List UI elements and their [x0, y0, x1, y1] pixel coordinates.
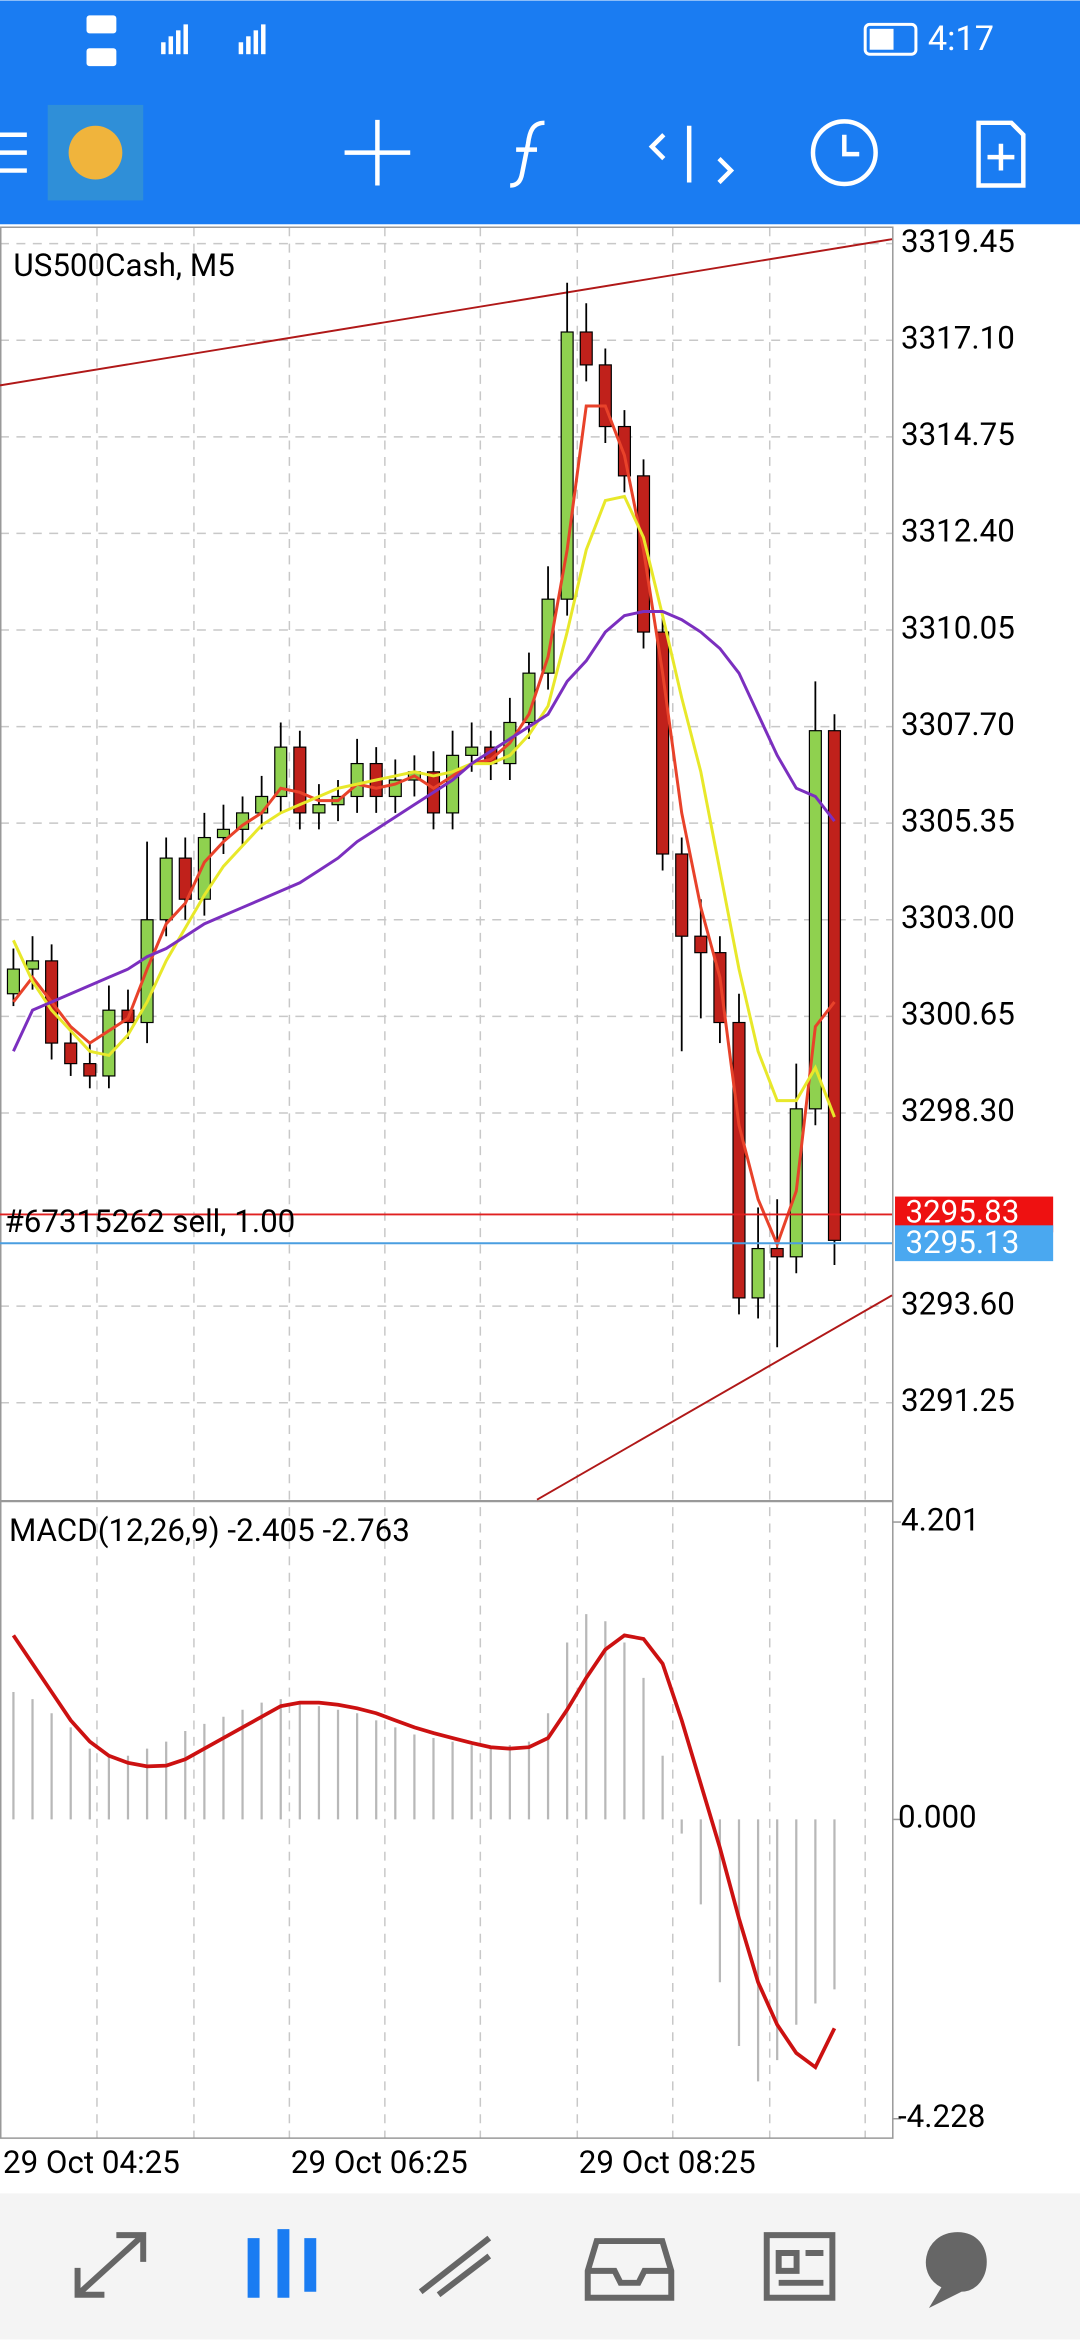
- moving-average: [12, 494, 836, 1118]
- candle-body: [64, 1042, 78, 1065]
- price-tick-label: 3312.40: [901, 513, 1015, 550]
- candle-body: [675, 853, 689, 937]
- price-tick-label: 3298.30: [901, 1092, 1015, 1129]
- moving-average: [12, 610, 836, 1052]
- candle-body: [6, 968, 20, 995]
- time-label: 29 Oct 06:25: [291, 2144, 468, 2181]
- moving-average: [12, 404, 836, 1249]
- candle-body: [216, 828, 231, 839]
- candle-body: [579, 331, 593, 366]
- candle-body: [293, 746, 307, 814]
- price-tick-label: 3291.25: [901, 1382, 1015, 1419]
- candle-body: [560, 331, 574, 600]
- chart-tab[interactable]: [247, 2229, 317, 2298]
- macd-label: MACD(12,26,9) -2.405 -2.763: [9, 1512, 410, 1549]
- crosshair-button[interactable]: [344, 119, 411, 186]
- clock: 4:17: [928, 19, 994, 59]
- logo-globe: [68, 125, 123, 180]
- candle-body: [178, 857, 192, 900]
- candle-body: [808, 730, 822, 1110]
- candle-body: [598, 364, 612, 428]
- candle-body: [102, 1009, 116, 1077]
- chart-frame: [0, 226, 894, 2139]
- price-tick-label: 3310.05: [901, 609, 1015, 646]
- time-label: 29 Oct 04:25: [3, 2144, 180, 2181]
- app-bar: [0, 0, 1080, 225]
- candle-body: [751, 1247, 765, 1299]
- trade-tab[interactable]: [418, 2235, 492, 2298]
- candle-body: [350, 762, 364, 798]
- bottom-nav: [0, 2193, 1080, 2340]
- trendline: [0, 238, 893, 387]
- history-tab[interactable]: [584, 2238, 675, 2301]
- candle-body: [312, 804, 326, 814]
- candle-body: [159, 857, 173, 921]
- candle-body: [694, 935, 708, 954]
- candle-body: [83, 1063, 97, 1077]
- macd-tick-label: 4.201: [901, 1501, 980, 1538]
- macd-signal: [11, 1633, 837, 2071]
- trade-button[interactable]: [648, 125, 735, 185]
- macd-tick-label: -4.228: [898, 2098, 985, 2135]
- new-order-button[interactable]: [976, 120, 1026, 188]
- candle-body: [465, 746, 479, 756]
- candle-body: [656, 631, 670, 855]
- candle-body: [770, 1247, 784, 1258]
- candle-body: [732, 1021, 746, 1299]
- macd-tick-label: 0.000: [898, 1799, 977, 1836]
- menu-button[interactable]: [0, 132, 27, 173]
- quotes-tab[interactable]: [74, 2232, 147, 2298]
- news-tab[interactable]: [763, 2232, 836, 2301]
- status-icons: [86, 15, 918, 67]
- ask-tag: [895, 1225, 1054, 1262]
- time-label: 29 Oct 08:25: [579, 2144, 756, 2181]
- price-tick-label: 3305.35: [901, 802, 1015, 839]
- price-tick-label: 3303.00: [901, 899, 1015, 936]
- candle-body: [25, 960, 40, 970]
- nav-icons: [74, 2229, 987, 2308]
- candle-body: [541, 598, 555, 674]
- candle-body: [197, 836, 211, 900]
- candle-body: [827, 730, 842, 1241]
- price-tick-label: 3307.70: [901, 706, 1015, 743]
- price-tick-label: 3317.10: [901, 320, 1015, 357]
- order-label: #67315262 sell, 1.00: [4, 1203, 295, 1240]
- bid-label: 3295.83: [905, 1194, 1019, 1231]
- toolbar: [0, 119, 1026, 188]
- candle-body: [274, 746, 288, 798]
- ask-label: 3295.13: [905, 1224, 1019, 1261]
- price-tick-label: 3319.45: [901, 223, 1015, 260]
- candle-body: [255, 795, 269, 814]
- price-tick-label: 3293.60: [901, 1285, 1015, 1322]
- chat-tab[interactable]: [925, 2232, 987, 2308]
- symbol-label: US500Cash, M5: [13, 247, 234, 284]
- trendline: [536, 1294, 893, 1501]
- price-tick-label: 3300.65: [901, 996, 1015, 1033]
- price-tick-label: 3314.75: [901, 416, 1015, 453]
- timeframe-button[interactable]: [810, 119, 878, 187]
- candle-body: [388, 779, 402, 798]
- indicators-button[interactable]: [510, 120, 545, 188]
